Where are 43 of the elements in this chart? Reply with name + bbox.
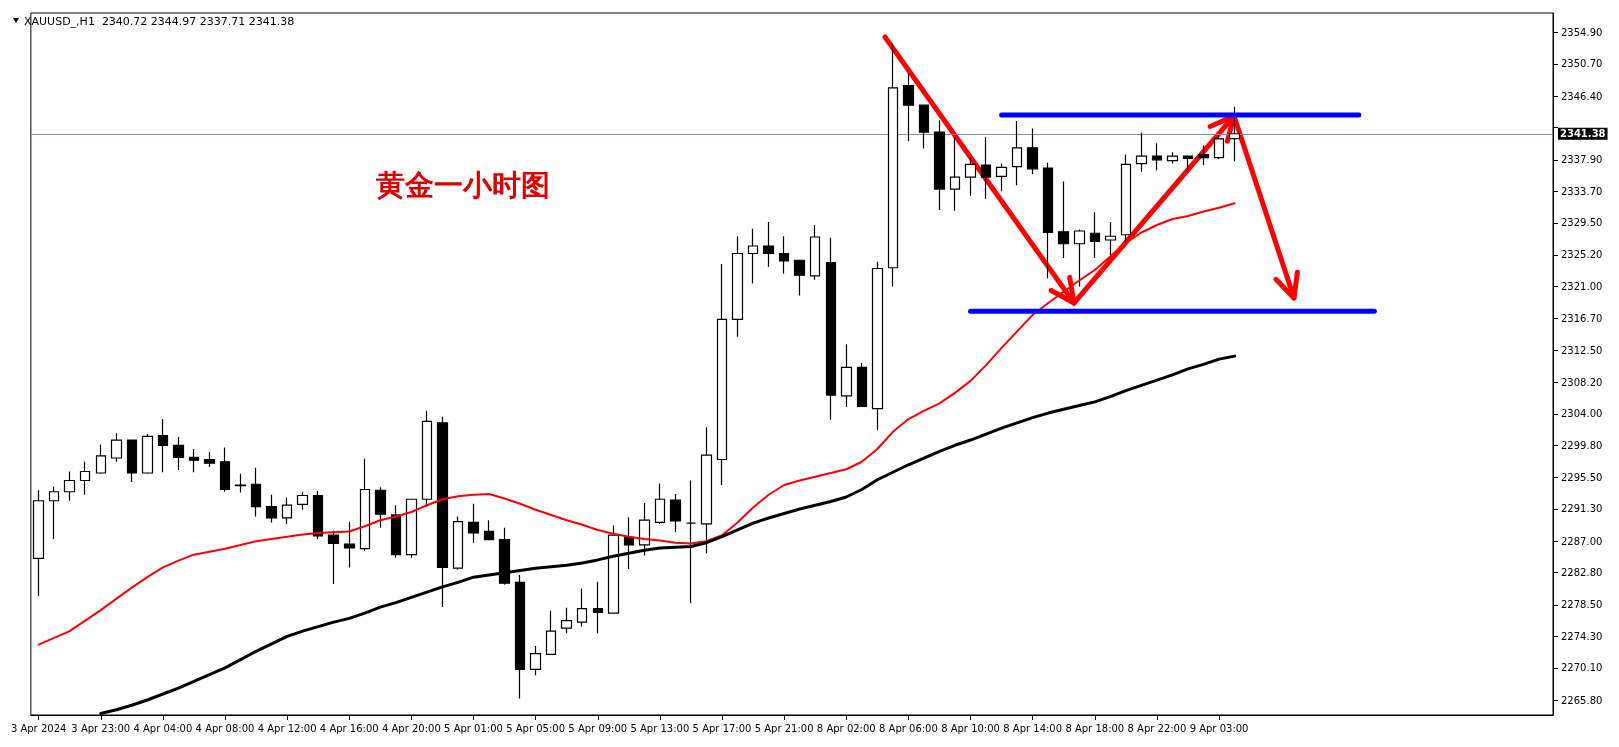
x-tick-label: 4 Apr 08:00 xyxy=(195,722,255,734)
y-tick-label: 2287.00 xyxy=(1561,535,1603,547)
y-tick-label: 2299.80 xyxy=(1561,439,1603,451)
x-tick-label: 4 Apr 16:00 xyxy=(319,722,379,734)
x-tick-label: 8 Apr 02:00 xyxy=(816,722,876,734)
y-tick-label: 2350.70 xyxy=(1561,58,1603,70)
y-tick-label: 2308.20 xyxy=(1561,376,1603,388)
x-tick-label: 5 Apr 17:00 xyxy=(692,722,752,734)
x-tick-label: 8 Apr 06:00 xyxy=(879,722,938,734)
ref-line-label: 2341.38 xyxy=(1560,128,1606,140)
y-tick-label: 2291.30 xyxy=(1561,503,1603,515)
x-tick-label: 5 Apr 13:00 xyxy=(630,722,690,734)
y-tick-label: 2295.50 xyxy=(1561,472,1603,483)
x-tick-label: 3 Apr 23:00 xyxy=(71,722,131,734)
y-tick-label: 2282.80 xyxy=(1561,567,1603,579)
y-tick-label: 2337.90 xyxy=(1561,154,1603,166)
y-tick-label: 2270.10 xyxy=(1561,662,1603,674)
y-tick-label: 2304.00 xyxy=(1561,408,1603,420)
y-tick-label: 2321.00 xyxy=(1561,280,1603,292)
annotation: 黄金一小时图 xyxy=(375,167,550,202)
y-tick-label: 2333.70 xyxy=(1561,185,1603,197)
y-tick-label: 2274.30 xyxy=(1561,630,1603,642)
x-tick-label: 8 Apr 14:00 xyxy=(1003,722,1063,734)
x-tick-label: 8 Apr 10:00 xyxy=(941,722,1000,734)
x-tick-label: 8 Apr 22:00 xyxy=(1127,722,1187,734)
x-tick-label: 5 Apr 01:00 xyxy=(444,722,503,734)
y-tick-label: 2354.90 xyxy=(1561,26,1603,38)
y-tick-label: 2346.40 xyxy=(1561,90,1603,102)
y-tick-label: 2312.50 xyxy=(1561,344,1603,356)
x-tick-label: 9 Apr 03:00 xyxy=(1189,722,1249,734)
x-tick-label: 3 Apr 2024 xyxy=(10,722,67,734)
y-tick-label: 2278.50 xyxy=(1561,599,1603,611)
y-tick-label: 2329.50 xyxy=(1561,217,1603,229)
y-tick-label: 2265.80 xyxy=(1561,694,1603,706)
x-tick-label: 4 Apr 04:00 xyxy=(133,722,193,734)
x-tick-label: 5 Apr 21:00 xyxy=(754,722,814,734)
x-tick-label: 5 Apr 05:00 xyxy=(506,722,566,734)
x-tick-label: 5 Apr 09:00 xyxy=(568,722,628,734)
x-tick-label: 4 Apr 20:00 xyxy=(381,722,441,734)
x-tick-label: 4 Apr 12:00 xyxy=(257,722,317,734)
x-tick-label: 8 Apr 18:00 xyxy=(1065,722,1125,734)
y-tick-label: 2325.20 xyxy=(1561,249,1603,261)
y-tick-label: 2316.70 xyxy=(1561,313,1603,325)
